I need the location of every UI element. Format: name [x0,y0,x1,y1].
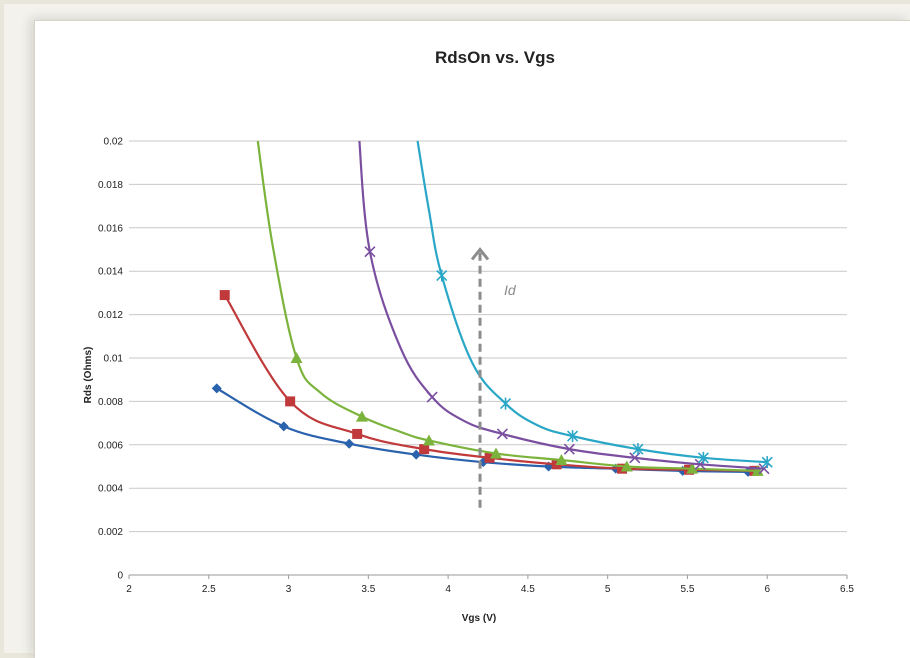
series-line [358,141,765,470]
data-point-square [219,290,230,301]
data-point-diamond [211,383,222,394]
y-tick-label: 0.014 [98,267,123,278]
y-tick-label: 0.008 [98,397,123,408]
x-tick-label: 4.5 [521,584,535,595]
chart-title: RdsOn vs. Vgs [435,48,555,67]
annotation-layer: Id [470,247,517,508]
y-tick-label: 0.016 [98,223,123,234]
data-point-diamond [344,438,355,449]
series-layer [211,141,773,477]
data-point-diamond [411,449,422,460]
data-point-x [426,391,438,403]
id-arrow-head [470,247,490,261]
chart-svg: RdsOn vs. Vgs 00.0020.0040.0060.0080.010… [83,48,854,624]
series-line [256,141,758,472]
data-point-square [285,396,296,407]
data-point-diamond [278,421,289,432]
y-tick-label: 0.012 [98,310,123,321]
series-4 [358,141,770,475]
data-point-asterisk [697,451,709,464]
data-point-square [484,452,495,463]
slide-frame: RdsOn vs. Vgs 0 0.002 0.004 0.006 0.008 0.01 0… [4,4,910,658]
x-tick-label: 2 [126,584,132,595]
data-point-asterisk [436,269,448,282]
x-axis-label: Vgs (V) [462,613,496,624]
x-tick-label: 5 [605,584,611,595]
data-point-asterisk [632,443,644,456]
chart-area: RdsOn vs. Vgs 0 0.002 0.004 0.006 0.008 0.01 0… [34,20,910,658]
series-3 [256,141,764,476]
data-point-triangle [555,453,568,465]
data-point-x [364,246,376,258]
x-tick-label: 3.5 [361,584,375,595]
x-tick-label: 5.5 [680,584,694,595]
id-annotation-label: Id [504,282,517,298]
y-axis-label: Rds (Ohms) [83,347,94,404]
data-point-triangle [620,460,633,472]
data-point-triangle [686,462,699,474]
x-tick-label: 2.5 [202,584,216,595]
data-point-asterisk [499,397,512,410]
y-tick-label: 0.006 [98,440,123,451]
data-point-square [352,428,363,439]
x-tick-label: 6 [764,584,770,595]
data-point-square [617,463,628,474]
y-tick-label: 0.018 [98,180,123,191]
y-tick-label: 0.002 [98,527,123,538]
data-point-triangle [355,410,368,422]
data-point-triangle [290,352,303,363]
x-tick-label: 6.5 [840,584,854,595]
y-tick-label: 0 [117,571,123,582]
data-point-triangle [422,434,435,446]
gridlines [129,140,847,576]
y-tick-label: 0.02 [104,137,124,148]
series-5 [416,141,773,469]
series-line [416,141,768,464]
y-axis-ticks: 0 0.002 0.004 0.006 0.008 0.01 0.012 0.014 0.016… [98,137,123,582]
y-tick-label: 0.004 [98,484,123,495]
data-point-x [563,443,575,455]
data-point-asterisk [566,430,579,443]
data-point-square [419,444,430,455]
x-tick-label: 3 [286,584,292,595]
data-point-triangle [489,447,502,459]
series-2 [219,290,760,476]
data-point-asterisk [761,456,773,469]
data-point-x [496,428,508,440]
x-tick-label: 4 [445,584,451,595]
x-axis-ticks: 2 2.5 3 3.5 4 4.5 5 5.5 6 6.5 [126,575,854,595]
y-tick-label: 0.01 [104,354,124,365]
